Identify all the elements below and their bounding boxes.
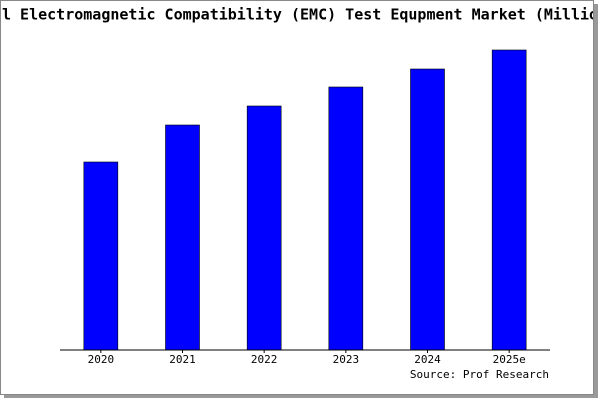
x-tick-label: 2025e — [493, 353, 526, 366]
chart-title: l Electromagnetic Compatibility (EMC) Te… — [2, 6, 598, 24]
x-tick-label: 2021 — [169, 353, 196, 366]
x-tick-label: 2023 — [333, 353, 360, 366]
bar — [165, 124, 200, 351]
x-tick-label: 2022 — [251, 353, 278, 366]
bar — [328, 86, 364, 351]
bar — [491, 49, 527, 351]
x-tick-label: 2020 — [88, 353, 115, 366]
bar — [410, 68, 445, 351]
bar — [83, 161, 119, 351]
source-note: Source: Prof Research — [410, 368, 549, 381]
x-tick-label: 2024 — [414, 353, 441, 366]
bar — [246, 105, 282, 351]
title-area: l Electromagnetic Compatibility (EMC) Te… — [2, 6, 598, 24]
